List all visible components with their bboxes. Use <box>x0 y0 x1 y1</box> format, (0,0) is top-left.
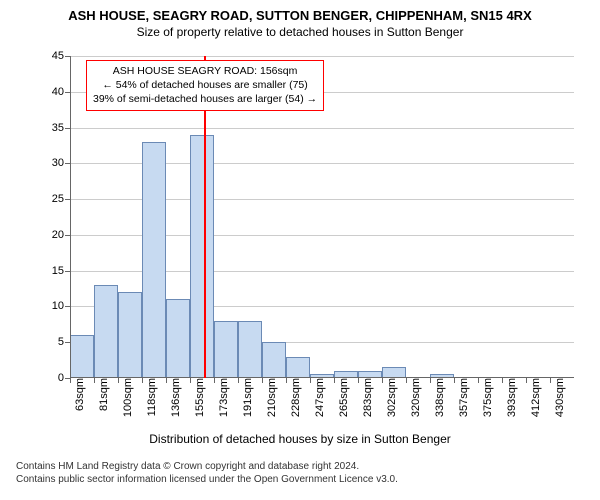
x-tick-label: 357sqm <box>454 378 470 417</box>
x-tick-mark <box>166 378 167 383</box>
y-tick-mark <box>65 163 70 164</box>
x-tick-label: 375sqm <box>478 378 494 417</box>
annotation-line-3: 39% of semi-detached houses are larger (… <box>93 92 317 106</box>
x-tick-label: 118sqm <box>142 378 158 416</box>
chart-container: ASH HOUSE, SEAGRY ROAD, SUTTON BENGER, C… <box>8 8 592 492</box>
x-tick-label: 393sqm <box>502 378 518 417</box>
x-tick-label: 283sqm <box>358 378 374 417</box>
x-tick-mark <box>358 378 359 383</box>
chart-title: ASH HOUSE, SEAGRY ROAD, SUTTON BENGER, C… <box>8 8 592 23</box>
histogram-bar <box>238 321 262 378</box>
x-tick-mark <box>214 378 215 383</box>
histogram-bar <box>118 292 142 378</box>
x-tick-mark <box>310 378 311 383</box>
x-tick-label: 430sqm <box>550 378 566 417</box>
chart-subtitle: Size of property relative to detached ho… <box>8 25 592 39</box>
annotation-line-2: ← 54% of detached houses are smaller (75… <box>93 78 317 92</box>
x-tick-label: 412sqm <box>526 378 542 417</box>
x-tick-label: 155sqm <box>190 378 206 417</box>
y-axis-line <box>70 56 71 378</box>
x-tick-mark <box>502 378 503 383</box>
y-tick-mark <box>65 199 70 200</box>
x-tick-mark <box>94 378 95 383</box>
attribution-line-1: Contains HM Land Registry data © Crown c… <box>16 460 584 473</box>
histogram-bar <box>142 142 166 378</box>
x-tick-mark <box>430 378 431 383</box>
y-tick-mark <box>65 92 70 93</box>
plot-area: ASH HOUSE SEAGRY ROAD: 156sqm ← 54% of d… <box>70 56 574 378</box>
histogram-bar <box>166 299 190 378</box>
x-tick-label: 320sqm <box>406 378 422 417</box>
y-tick-mark <box>65 235 70 236</box>
x-tick-mark <box>478 378 479 383</box>
y-tick-mark <box>65 56 70 57</box>
x-tick-mark <box>550 378 551 383</box>
x-tick-label: 247sqm <box>310 378 326 417</box>
histogram-bar <box>214 321 238 378</box>
y-tick-mark <box>65 306 70 307</box>
annotation-box: ASH HOUSE SEAGRY ROAD: 156sqm ← 54% of d… <box>86 60 324 111</box>
y-tick-mark <box>65 128 70 129</box>
x-tick-mark <box>406 378 407 383</box>
annotation-line-1: ASH HOUSE SEAGRY ROAD: 156sqm <box>93 64 317 78</box>
x-tick-mark <box>118 378 119 383</box>
histogram-bar <box>286 357 310 378</box>
x-tick-label: 191sqm <box>238 378 254 417</box>
x-tick-mark <box>382 378 383 383</box>
x-tick-label: 81sqm <box>94 378 110 411</box>
y-tick-mark <box>65 271 70 272</box>
y-tick-mark <box>65 342 70 343</box>
x-tick-label: 338sqm <box>430 378 446 417</box>
x-tick-mark <box>526 378 527 383</box>
x-tick-mark <box>190 378 191 383</box>
x-tick-mark <box>70 378 71 383</box>
x-tick-mark <box>286 378 287 383</box>
x-tick-mark <box>238 378 239 383</box>
histogram-bar <box>190 135 214 378</box>
x-tick-label: 173sqm <box>214 378 230 417</box>
x-axis-title: Distribution of detached houses by size … <box>8 432 592 446</box>
x-tick-mark <box>454 378 455 383</box>
x-tick-label: 210sqm <box>262 378 278 417</box>
x-tick-label: 63sqm <box>70 378 86 411</box>
histogram-bar <box>70 335 94 378</box>
histogram-bar <box>262 342 286 378</box>
x-tick-mark <box>334 378 335 383</box>
x-tick-label: 136sqm <box>166 378 182 417</box>
histogram-bar <box>94 285 118 378</box>
attribution: Contains HM Land Registry data © Crown c… <box>16 460 584 486</box>
x-tick-mark <box>262 378 263 383</box>
x-tick-label: 100sqm <box>118 378 134 417</box>
attribution-line-2: Contains public sector information licen… <box>16 473 584 486</box>
x-tick-label: 228sqm <box>286 378 302 417</box>
x-tick-label: 302sqm <box>382 378 398 417</box>
x-tick-label: 265sqm <box>334 378 350 417</box>
x-tick-mark <box>142 378 143 383</box>
